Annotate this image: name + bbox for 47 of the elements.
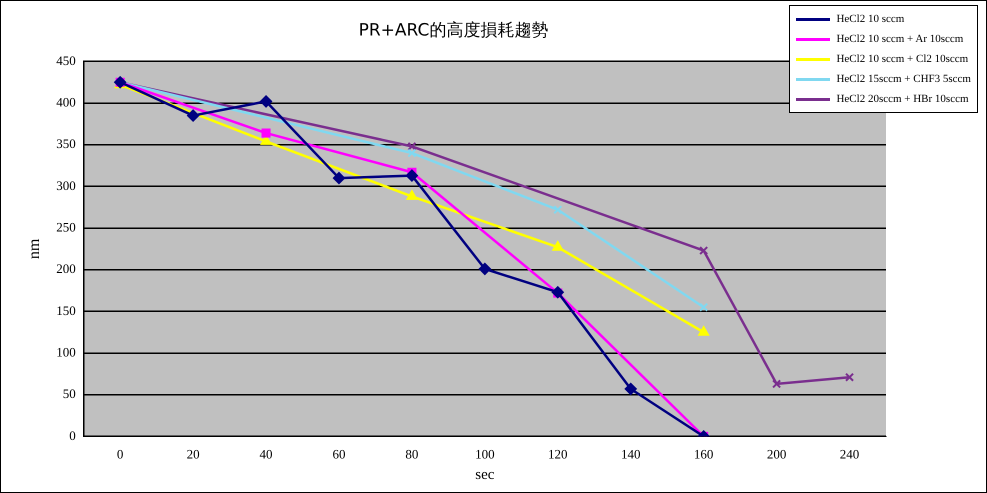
point [553,205,562,214]
point [262,128,271,138]
x-axis-title: sec [475,466,495,483]
point [406,170,418,182]
x-tick-label: 240 [840,446,860,462]
point [407,142,416,151]
y-tick-label: 450 [56,52,76,68]
x-tick-label: 60 [332,446,346,462]
point [772,379,782,388]
point [478,262,491,275]
point [407,148,416,158]
legend-label: HeCl2 10 sccm [836,12,904,27]
x-tick-label: 20 [186,446,200,462]
point [624,382,637,395]
y-tick-label: 50 [62,386,76,402]
point [260,95,272,108]
point [699,246,708,256]
point [406,190,418,200]
x-tick-label: 140 [620,446,640,462]
point [698,326,709,336]
x-tick-label: 0 [116,446,124,462]
chart-title: PR+ARC的高度損耗趨勢 [358,20,548,41]
y-tick-label: 150 [56,302,76,318]
y-tick-label: 0 [69,428,76,443]
x-tick-label: 40 [260,446,273,462]
x-tick-label: 100 [475,446,495,462]
x-tick-label: 120 [548,446,568,462]
x-tick-label: 160 [694,446,714,462]
point [332,172,345,184]
point [844,372,854,382]
x-tick-label: 200 [766,446,786,462]
legend-label: HeCl2 20sccm + HBr 10sccm [836,92,969,107]
point [699,302,708,312]
y-tick-label: 400 [56,94,76,110]
point [187,110,200,122]
y-tick-label: 250 [56,219,76,234]
y-tick-label: 350 [56,136,76,152]
legend-label: HeCl2 15sccm + CHF3 5sccm [836,72,971,87]
legend-label: HeCl2 10 sccm + Cl2 10sccm [836,52,968,67]
y-axis-title: nm [26,238,43,260]
y-tick-label: 200 [56,261,76,276]
y-tick-label: 300 [56,178,76,193]
point [552,241,564,251]
legend-label: HeCl2 10 sccm + Ar 10sccm [836,32,964,47]
point [552,286,564,298]
x-tick-label: 80 [405,446,418,462]
y-tick-label: 100 [56,344,76,360]
